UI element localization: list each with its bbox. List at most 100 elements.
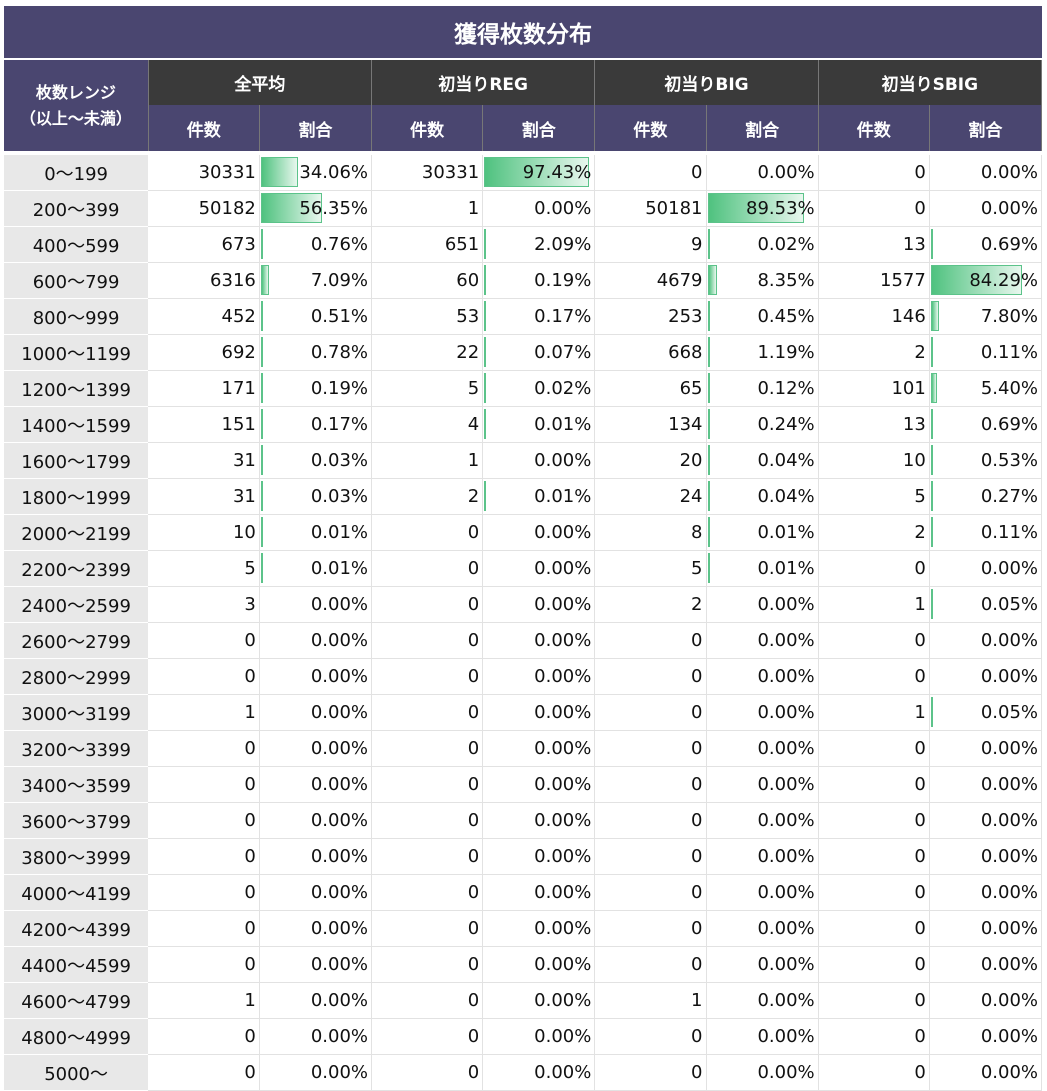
range-cell[interactable]: 1800～1999 (4, 478, 149, 515)
group-header-all[interactable]: 全平均 (148, 60, 373, 105)
count-cell[interactable]: 5 (371, 370, 484, 407)
range-cell[interactable]: 2400～2599 (4, 586, 149, 623)
ratio-cell[interactable]: 2.09% (482, 226, 596, 263)
count-cell[interactable]: 60 (371, 262, 484, 299)
count-cell[interactable]: 0 (594, 946, 707, 983)
ratio-cell[interactable]: 0.00% (706, 658, 819, 695)
count-cell[interactable]: 0 (148, 910, 260, 947)
ratio-cell[interactable]: 0.00% (482, 838, 596, 875)
count-cell[interactable]: 0 (371, 802, 484, 839)
count-cell[interactable]: 0 (594, 802, 707, 839)
ratio-cell[interactable]: 0.00% (482, 622, 596, 659)
count-cell[interactable]: 0 (818, 1054, 930, 1091)
ratio-cell[interactable]: 0.00% (259, 586, 373, 623)
ratio-cell[interactable]: 0.00% (929, 155, 1043, 191)
ratio-cell[interactable]: 0.00% (706, 874, 819, 911)
ratio-cell[interactable]: 0.00% (482, 190, 596, 227)
count-cell[interactable]: 0 (594, 155, 707, 191)
ratio-cell[interactable]: 0.51% (259, 298, 373, 335)
range-cell[interactable]: 1600～1799 (4, 442, 149, 479)
ratio-cell[interactable]: 0.17% (482, 298, 596, 335)
count-cell[interactable]: 13 (818, 406, 930, 443)
count-cell[interactable]: 1 (594, 982, 707, 1019)
count-cell[interactable]: 2 (818, 514, 930, 551)
ratio-cell[interactable]: 0.00% (259, 730, 373, 767)
count-cell[interactable]: 0 (818, 910, 930, 947)
group-header-reg[interactable]: 初当りREG (371, 60, 596, 105)
count-cell[interactable]: 0 (371, 514, 484, 551)
count-cell[interactable]: 0 (371, 622, 484, 659)
ratio-cell[interactable]: 0.00% (706, 622, 819, 659)
ratio-cell[interactable]: 0.00% (482, 586, 596, 623)
ratio-cell[interactable]: 0.00% (259, 694, 373, 731)
ratio-cell[interactable]: 0.24% (706, 406, 819, 443)
count-cell[interactable]: 0 (148, 802, 260, 839)
ratio-cell[interactable]: 0.00% (482, 910, 596, 947)
count-cell[interactable]: 0 (818, 874, 930, 911)
count-cell[interactable]: 0 (148, 946, 260, 983)
count-cell[interactable]: 1 (148, 982, 260, 1019)
ratio-cell[interactable]: 0.00% (259, 874, 373, 911)
ratio-cell[interactable]: 0.53% (929, 442, 1043, 479)
ratio-cell[interactable]: 0.01% (259, 550, 373, 587)
count-cell[interactable]: 3 (148, 586, 260, 623)
ratio-cell[interactable]: 5.40% (929, 370, 1043, 407)
count-cell[interactable]: 0 (818, 802, 930, 839)
range-cell[interactable]: 800～999 (4, 298, 149, 335)
range-cell[interactable]: 4800～4999 (4, 1018, 149, 1055)
ratio-cell[interactable]: 0.19% (482, 262, 596, 299)
range-cell[interactable]: 1200～1399 (4, 370, 149, 407)
ratio-cell[interactable]: 0.05% (929, 694, 1043, 731)
ratio-cell[interactable]: 0.00% (929, 658, 1043, 695)
ratio-cell[interactable]: 0.12% (706, 370, 819, 407)
count-cell[interactable]: 0 (818, 730, 930, 767)
ratio-cell[interactable]: 0.07% (482, 334, 596, 371)
count-cell[interactable]: 0 (371, 874, 484, 911)
ratio-cell[interactable]: 0.00% (929, 802, 1043, 839)
count-cell[interactable]: 0 (371, 550, 484, 587)
count-cell[interactable]: 1 (818, 694, 930, 731)
ratio-cell[interactable]: 0.00% (706, 1018, 819, 1055)
count-cell[interactable]: 1 (371, 190, 484, 227)
count-cell[interactable]: 0 (818, 766, 930, 803)
count-cell[interactable]: 2 (371, 478, 484, 515)
ratio-cell[interactable]: 0.00% (482, 550, 596, 587)
range-cell[interactable]: 600～799 (4, 262, 149, 299)
ratio-cell[interactable]: 0.00% (259, 658, 373, 695)
count-cell[interactable]: 253 (594, 298, 707, 335)
range-cell[interactable]: 3200～3399 (4, 730, 149, 767)
ratio-cell[interactable]: 0.00% (929, 550, 1043, 587)
range-cell[interactable]: 4600～4799 (4, 982, 149, 1019)
count-cell[interactable]: 0 (594, 658, 707, 695)
range-cell[interactable]: 2200～2399 (4, 550, 149, 587)
ratio-cell[interactable]: 0.00% (482, 946, 596, 983)
count-cell[interactable]: 4679 (594, 262, 707, 299)
count-cell[interactable]: 0 (371, 910, 484, 947)
ratio-cell[interactable]: 0.00% (706, 910, 819, 947)
count-cell[interactable]: 6316 (148, 262, 260, 299)
ratio-cell[interactable]: 0.00% (482, 766, 596, 803)
count-cell[interactable]: 0 (371, 766, 484, 803)
count-cell[interactable]: 0 (371, 1054, 484, 1091)
count-cell[interactable]: 0 (148, 1054, 260, 1091)
count-cell[interactable]: 0 (818, 946, 930, 983)
count-cell[interactable]: 53 (371, 298, 484, 335)
count-cell[interactable]: 0 (594, 838, 707, 875)
ratio-cell[interactable]: 0.00% (482, 694, 596, 731)
ratio-cell[interactable]: 0.00% (929, 910, 1043, 947)
group-header-big[interactable]: 初当りBIG (594, 60, 819, 105)
ratio-cell[interactable]: 0.00% (482, 730, 596, 767)
ratio-cell[interactable]: 0.03% (259, 442, 373, 479)
count-cell[interactable]: 0 (594, 622, 707, 659)
count-cell[interactable]: 0 (594, 730, 707, 767)
ratio-cell[interactable]: 0.00% (706, 586, 819, 623)
count-cell[interactable]: 171 (148, 370, 260, 407)
range-cell[interactable]: 4200～4399 (4, 910, 149, 947)
count-cell[interactable]: 452 (148, 298, 260, 335)
count-cell[interactable]: 0 (594, 1018, 707, 1055)
count-cell[interactable]: 0 (371, 1018, 484, 1055)
count-cell[interactable]: 0 (818, 190, 930, 227)
count-cell[interactable]: 0 (818, 1018, 930, 1055)
range-cell[interactable]: 4400～4599 (4, 946, 149, 983)
count-cell[interactable]: 24 (594, 478, 707, 515)
